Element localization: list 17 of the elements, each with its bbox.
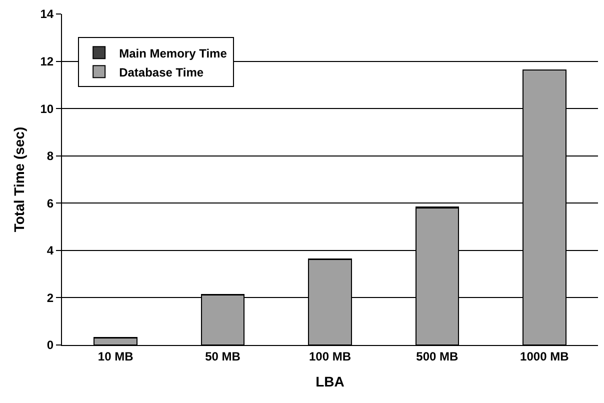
- y-tick-label: 4: [46, 244, 54, 258]
- y-tick-label: 14: [40, 7, 54, 22]
- x-tick-label: 50 MB: [205, 349, 241, 364]
- x-tick-label: 500 MB: [416, 349, 459, 364]
- y-tick-label: 2: [46, 290, 54, 305]
- y-tick-label: 10: [40, 102, 54, 116]
- x-tick-label: 100 MB: [308, 349, 352, 364]
- legend-label: Main Memory Time: [119, 46, 228, 60]
- y-tick-label: 12: [40, 54, 54, 68]
- y-axis-title: Total Time (sec): [11, 126, 27, 232]
- y-tick-label: 8: [46, 149, 54, 164]
- y-tick-label: 0: [46, 338, 54, 352]
- x-tick-label: 1000 MB: [520, 349, 570, 364]
- y-tick-label: 6: [46, 196, 54, 210]
- legend-label: Database Time: [119, 65, 204, 80]
- x-axis-title: LBA: [316, 374, 344, 390]
- x-tick-label: 10 MB: [98, 349, 134, 364]
